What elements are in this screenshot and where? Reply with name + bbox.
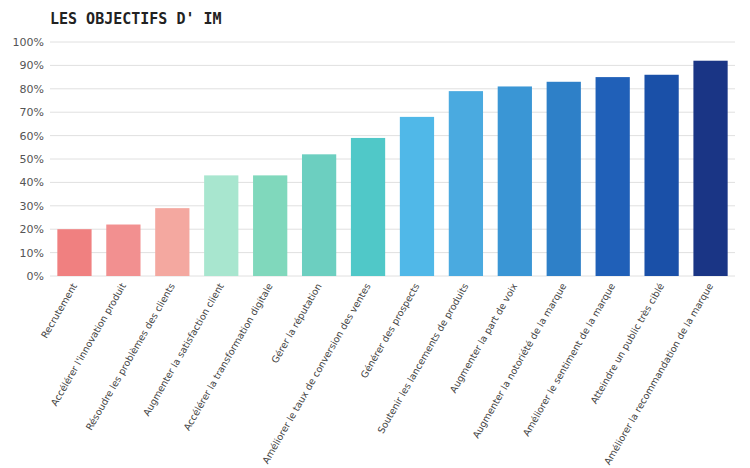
bar xyxy=(302,154,336,276)
grid-line xyxy=(50,42,735,43)
y-tick-label: 60% xyxy=(20,130,44,143)
y-tick-label: 90% xyxy=(20,59,44,72)
grid-line xyxy=(50,205,735,206)
y-tick-label: 10% xyxy=(20,247,44,260)
y-tick-label: 40% xyxy=(20,176,44,189)
x-tick-label: Augmenter la satisfaction client xyxy=(141,281,226,418)
bar xyxy=(204,175,238,276)
bar xyxy=(449,91,483,276)
bar xyxy=(596,77,630,276)
grid-line xyxy=(50,252,735,253)
y-tick-label: 50% xyxy=(20,153,44,166)
bar xyxy=(498,86,532,276)
bar xyxy=(106,225,140,276)
x-tick-label: Résoudre les problèmes des clients xyxy=(83,281,176,432)
title: LES OBJECTIFS D' IM xyxy=(50,10,222,28)
x-tick-label: Gérer la réputation xyxy=(269,281,324,365)
chart: LES OBJECTIFS D' IM 0% 10% 20% 30% 40% 50% 60% 7… xyxy=(0,0,750,468)
grid-line xyxy=(50,182,735,183)
grid-line xyxy=(50,135,735,136)
x-tick-label: Améliorer le sentiment de la marque xyxy=(520,281,617,438)
x-tick-label: Améliorer la recommandation de la marque xyxy=(602,281,715,467)
bar xyxy=(644,75,678,276)
bar xyxy=(693,61,727,276)
x-tick-label: Soutenir les lancements de produits xyxy=(375,281,470,435)
grid xyxy=(50,42,735,276)
x-tick-label: Recrutement xyxy=(39,281,79,340)
grid-line xyxy=(50,276,735,277)
y-tick-label: 20% xyxy=(20,223,44,236)
y-tick-label: 30% xyxy=(20,200,44,213)
grid-line xyxy=(50,65,735,66)
bar xyxy=(57,229,91,276)
y-tick-label: 80% xyxy=(20,83,44,96)
grid-line xyxy=(50,88,735,89)
bar xyxy=(155,208,189,276)
x-tick-label: Accélérer la transformation digitale xyxy=(181,281,275,432)
grid-line xyxy=(50,159,735,160)
bar xyxy=(253,175,287,276)
grid-line xyxy=(50,112,735,113)
grid-line xyxy=(50,229,735,230)
x-tick-label: Améliorer le taux de conversion des vent… xyxy=(260,281,373,465)
y-tick-label: 100% xyxy=(13,36,44,49)
bar xyxy=(400,117,434,276)
bar xyxy=(351,138,385,276)
x-tick-label: Augmenter la notoriété de la marque xyxy=(470,281,568,440)
y-tick-label: 70% xyxy=(20,106,44,119)
bars xyxy=(57,61,727,276)
y-tick-label: 0% xyxy=(27,270,44,283)
bar xyxy=(547,82,581,276)
